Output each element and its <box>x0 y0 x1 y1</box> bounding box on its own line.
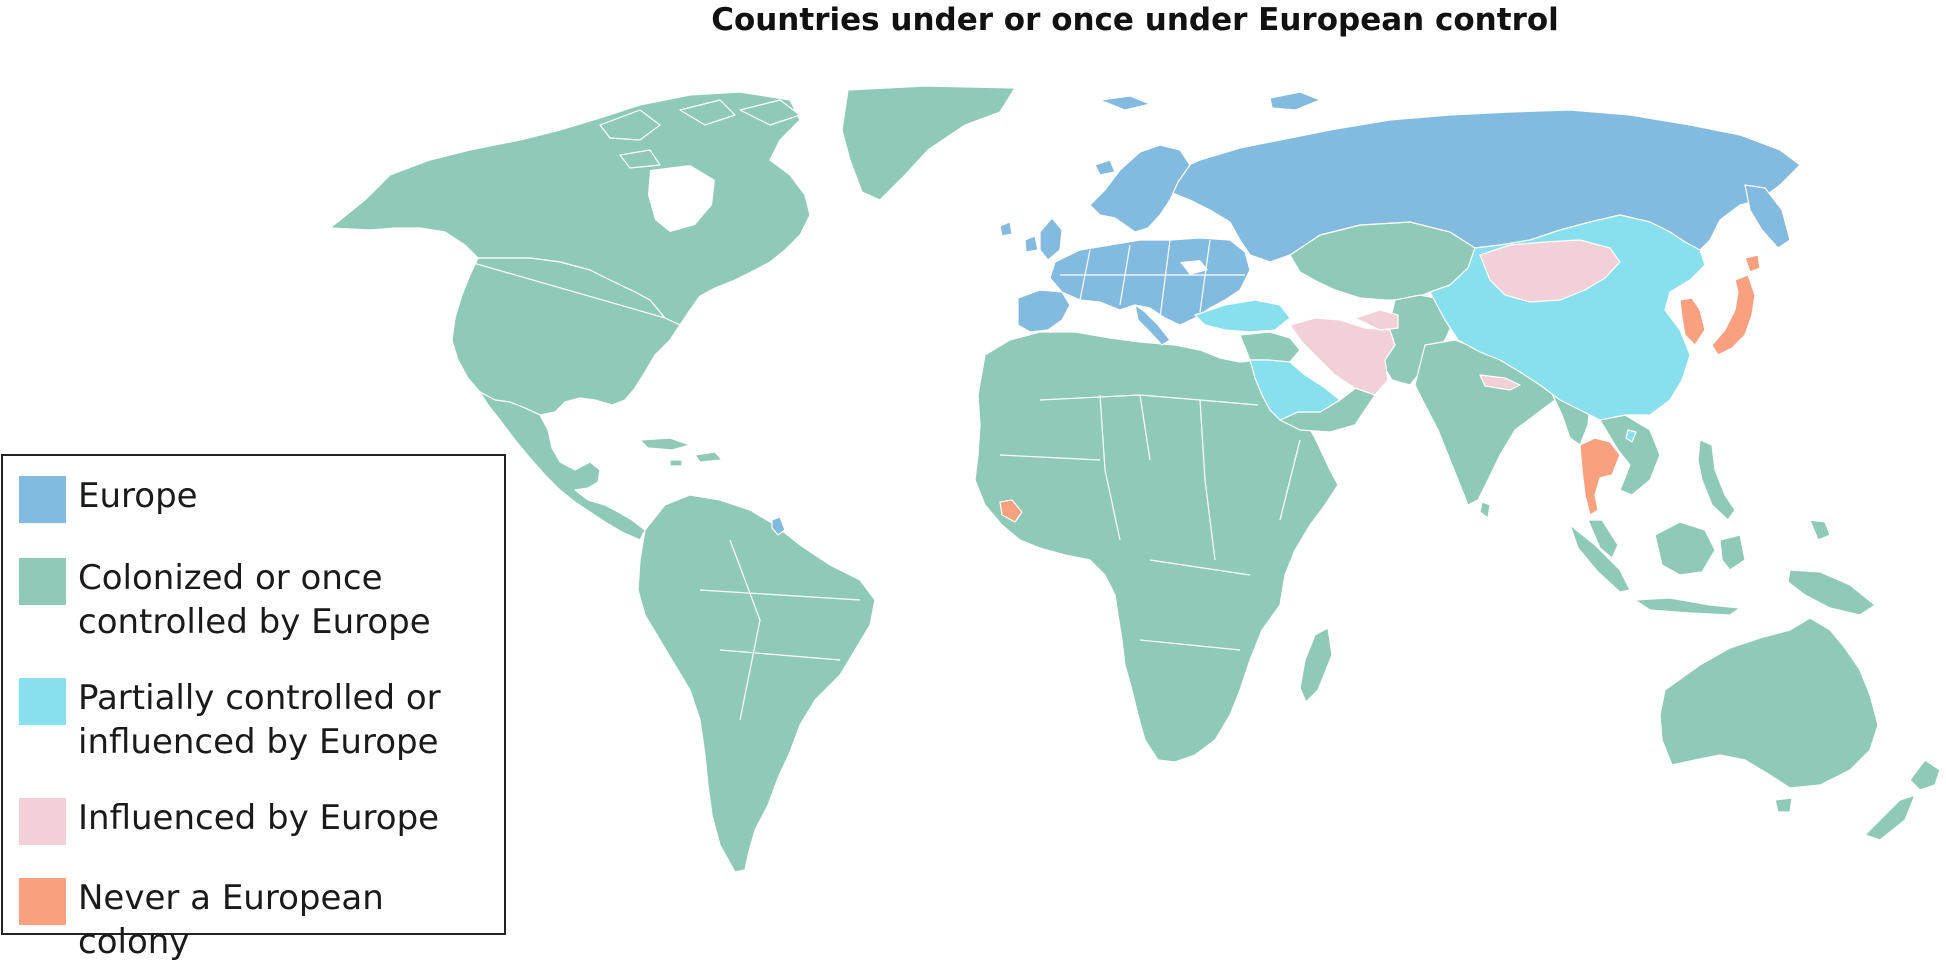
usa <box>451 257 681 416</box>
italy <box>1134 304 1171 346</box>
legend-label-colonized: Colonized or once controlled by Europe <box>78 558 431 642</box>
legend-label-never: Never a European colony <box>78 878 384 962</box>
kamchatka <box>1744 184 1791 249</box>
legend-label-partial: Partially controlled or influenced by Eu… <box>78 678 441 762</box>
legend-item-europe: Europe <box>19 474 498 523</box>
legend-label-europe: Europe <box>78 476 198 516</box>
nepal <box>1479 374 1521 391</box>
thailand <box>1579 437 1621 516</box>
madagascar <box>1299 627 1333 703</box>
south-america <box>637 494 876 873</box>
new-guinea <box>1787 569 1876 616</box>
europe-regions <box>771 91 1801 536</box>
japan <box>1711 274 1756 356</box>
liberia <box>999 499 1023 523</box>
world-map <box>329 85 1941 873</box>
continental-europe <box>1049 237 1251 326</box>
legend-label-influenced: Influenced by Europe <box>78 798 440 838</box>
legend-item-partial: Partially controlled or influenced by Eu… <box>19 676 498 764</box>
korea <box>1679 297 1706 346</box>
sumatra <box>1569 524 1631 593</box>
greenland <box>841 85 1016 201</box>
legend-item-colonized: Colonized or once controlled by Europe <box>19 556 498 644</box>
iberia <box>1017 289 1071 333</box>
iran <box>1289 317 1396 396</box>
legend-item-never: Never a European colony <box>19 876 498 964</box>
turkey <box>1194 299 1291 333</box>
french-guiana <box>771 516 786 536</box>
legend-swatch-influenced <box>19 798 66 845</box>
arabian-peninsula <box>1249 359 1341 421</box>
colonized-regions <box>329 85 1941 873</box>
map-title: Countries under or once under European c… <box>711 2 1559 38</box>
influenced-regions <box>1289 239 1621 396</box>
legend-item-influenced: Influenced by Europe <box>19 796 498 845</box>
russia <box>1159 109 1801 263</box>
legend-swatch-never <box>19 878 66 925</box>
never-colonized-regions <box>999 254 1761 523</box>
mexico-central-america <box>479 391 646 541</box>
legend-swatch-europe <box>19 476 66 523</box>
legend-swatch-colonized <box>19 558 66 605</box>
australia <box>1659 617 1879 789</box>
uk-ireland <box>1039 217 1063 261</box>
philippines <box>1697 439 1736 521</box>
legend-swatch-partial <box>19 678 66 725</box>
legend: Europe Colonized or once controlled by E… <box>1 454 506 962</box>
africa <box>974 331 1339 763</box>
mongolia <box>1479 239 1621 303</box>
borneo <box>1654 521 1716 576</box>
scandinavia <box>1089 144 1191 233</box>
